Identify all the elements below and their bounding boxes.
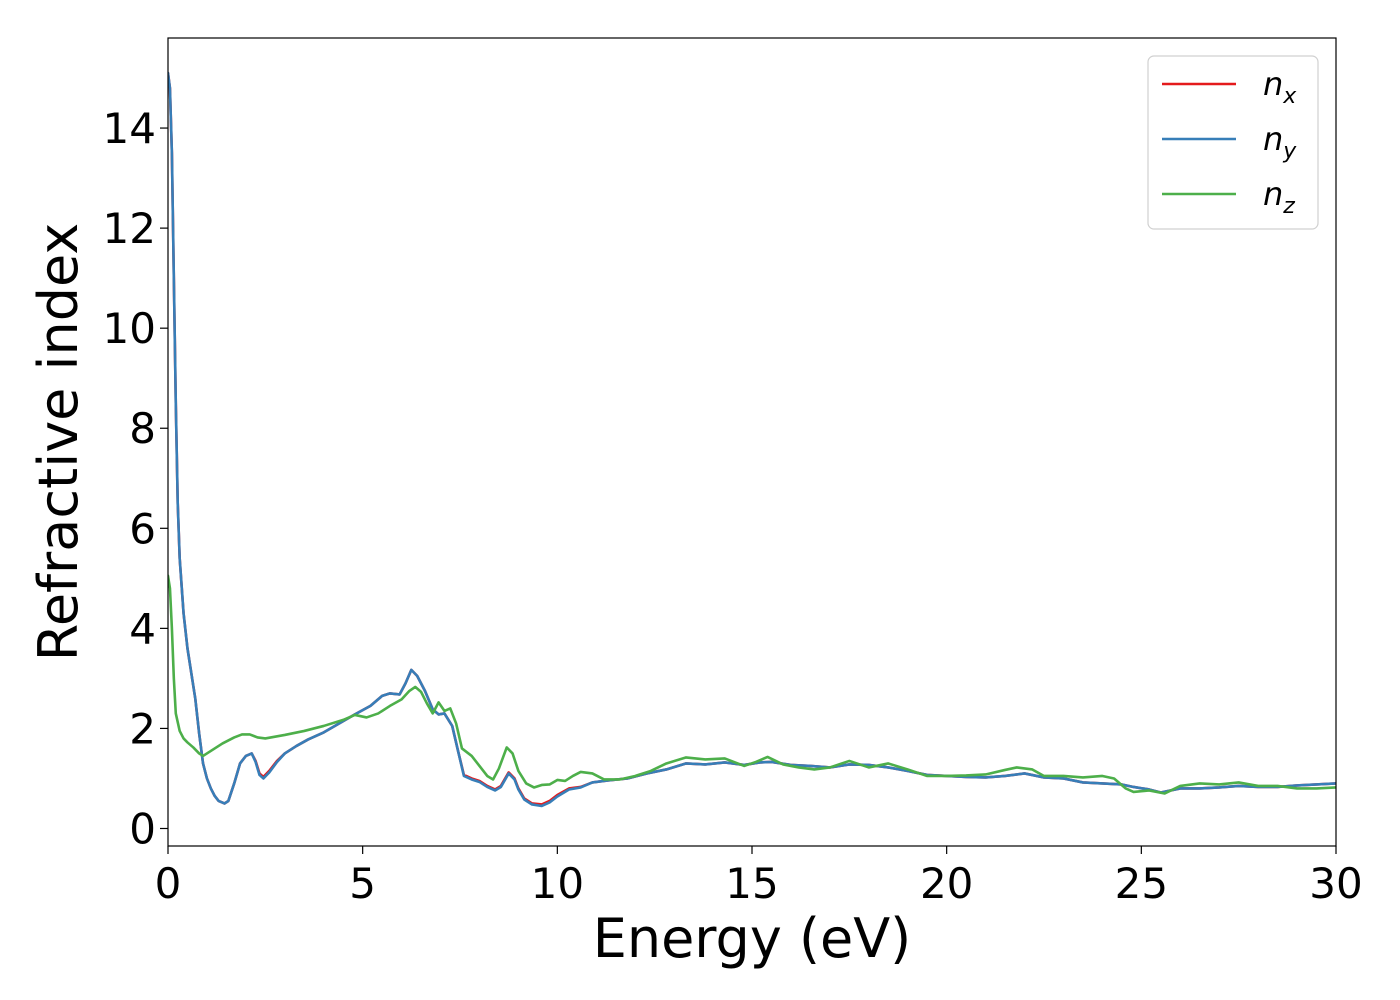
x-axis-label: Energy (eV) [593, 907, 912, 970]
y-tick-label: 12 [103, 204, 156, 253]
legend: nx ny nz [1147, 55, 1319, 230]
x-tick-label: 10 [531, 859, 584, 908]
y-tick-label: 0 [129, 804, 156, 853]
y-axis-label: Refractive index [27, 223, 90, 662]
y-tick-label: 6 [129, 504, 156, 553]
x-tick-label: 5 [349, 859, 376, 908]
legend-box [1147, 55, 1319, 230]
x-tick-label: 20 [920, 859, 973, 908]
x-tick-label: 0 [155, 859, 182, 908]
legend-label-n-z: nz [1263, 175, 1295, 219]
y-axis-ticks: 0 2 4 6 8 10 12 14 [103, 104, 168, 853]
y-tick-label: 4 [129, 604, 156, 653]
series-line-n-z [168, 574, 1336, 795]
y-tick-label: 14 [103, 104, 156, 153]
series-line-n-y [168, 71, 1336, 808]
legend-label-n-x: nx [1263, 65, 1297, 109]
series-layer [168, 71, 1336, 808]
x-tick-label: 25 [1115, 859, 1168, 908]
y-tick-label: 2 [129, 704, 156, 753]
y-tick-label: 10 [103, 304, 156, 353]
y-tick-label: 8 [129, 404, 156, 453]
x-axis-ticks: 0 5 10 15 20 25 30 [155, 846, 1363, 908]
legend-label-n-y: ny [1263, 120, 1297, 164]
x-tick-label: 15 [725, 859, 778, 908]
x-tick-label: 30 [1309, 859, 1362, 908]
